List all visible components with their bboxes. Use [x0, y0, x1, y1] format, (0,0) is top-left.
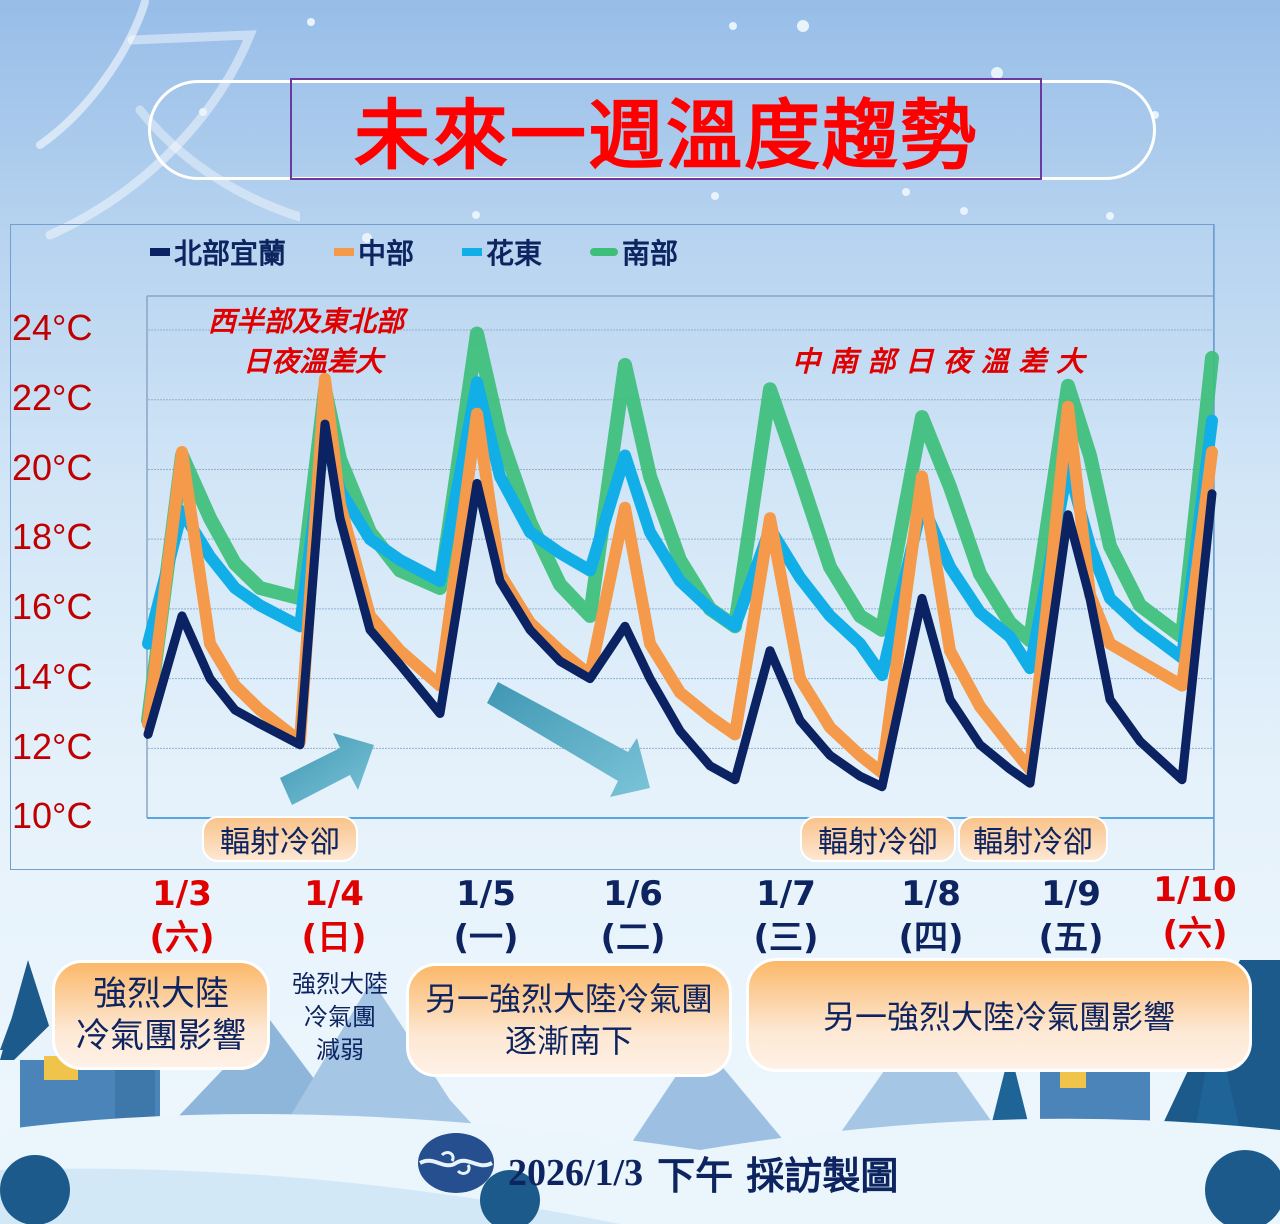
- radiative-cooling-tag: 輻射冷卻: [202, 816, 358, 862]
- y-tick: 24°C: [12, 307, 93, 348]
- date-label-1-8: 1/8 (四): [898, 874, 964, 958]
- y-tick: 18°C: [12, 516, 93, 557]
- footer-credit: 2026/1/3 下午 採訪製圖: [418, 1133, 899, 1200]
- legend-item-east: 花東: [462, 232, 542, 272]
- legend-swatch-icon: [590, 248, 619, 256]
- legend-item-south: 南部: [590, 232, 678, 272]
- y-tick: 16°C: [12, 586, 93, 627]
- legend-item-north: 北部宜蘭: [150, 232, 286, 272]
- line-chart-plot: [141, 224, 1219, 870]
- date-label-1-7: 1/7 (三): [753, 874, 819, 958]
- y-tick: 10°C: [12, 795, 93, 836]
- warming-arrow-icon: [280, 733, 374, 805]
- date-label-1-10: 1/10 (六): [1153, 870, 1237, 954]
- date-label-1-5: 1/5 (一): [453, 874, 519, 958]
- legend-label: 南部: [622, 237, 679, 270]
- legend-swatch-icon: [334, 248, 355, 256]
- winter-scenery-decoration: [0, 960, 1280, 1224]
- cooling-arrow-icon: [487, 682, 650, 797]
- legend-swatch-icon: [150, 248, 170, 256]
- event-text: 強烈大陸: [93, 974, 229, 1014]
- page-title: 未來一週溫度趨勢: [354, 91, 978, 180]
- chart-legend: 北部宜蘭 中部 花東 南部: [150, 232, 678, 272]
- footer-label: 下午 採訪製圖: [657, 1154, 899, 1198]
- title-box: 未來一週溫度趨勢: [290, 78, 1042, 180]
- y-tick: 12°C: [12, 726, 93, 767]
- legend-label: 花東: [486, 237, 543, 270]
- event-text: 另一強烈大陸冷氣團: [424, 980, 713, 1018]
- event-text: 逐漸南下: [504, 1022, 633, 1060]
- event-box-another-cold-air-south: 另一強烈大陸冷氣團 逐漸南下: [406, 963, 732, 1077]
- y-tick: 20°C: [12, 447, 93, 488]
- annotation-west-line1: 西半部及東北部: [208, 305, 405, 338]
- series-line-0: [143, 419, 1217, 792]
- legend-label: 北部宜蘭: [174, 237, 287, 270]
- date-label-1-6: 1/6 (二): [600, 874, 666, 958]
- date-label-1-3: 1/3 (六): [149, 874, 215, 958]
- date-label-1-4: 1/4 (日): [301, 874, 367, 958]
- annotation-west-line2: 日夜溫差大: [243, 345, 384, 378]
- event-text-weakening: 強烈大陸 冷氣團 減弱: [292, 970, 388, 1064]
- footer-date: 2026/1/3: [508, 1151, 644, 1194]
- legend-label: 中部: [358, 237, 415, 270]
- event-text: 另一強烈大陸冷氣團影響: [822, 998, 1175, 1036]
- y-tick: 22°C: [12, 377, 93, 418]
- legend-item-central: 中部: [334, 232, 414, 272]
- radiative-cooling-tag: 輻射冷卻: [800, 816, 956, 862]
- event-text: 冷氣團影響: [76, 1016, 246, 1056]
- radiative-cooling-tag: 輻射冷卻: [958, 816, 1108, 862]
- cna-logo-icon: [418, 1133, 494, 1193]
- event-box-strong-cold-air: 強烈大陸 冷氣團影響: [52, 960, 270, 1070]
- y-tick: 14°C: [12, 656, 93, 697]
- annotation-south: 中 南 部 日 夜 溫 差 大: [792, 345, 1085, 378]
- event-box-another-cold-air-impact: 另一強烈大陸冷氣團影響: [746, 958, 1252, 1072]
- date-label-1-9: 1/9 (五): [1038, 874, 1104, 958]
- legend-swatch-icon: [462, 248, 483, 256]
